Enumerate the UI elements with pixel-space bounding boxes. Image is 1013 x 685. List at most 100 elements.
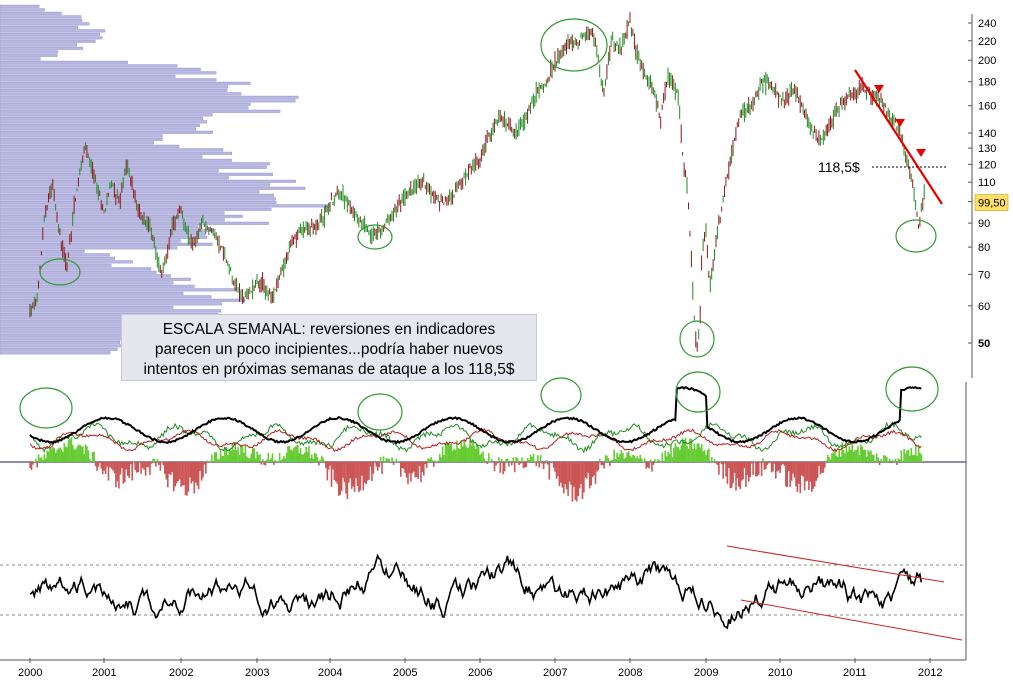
histogram-bar <box>660 462 662 463</box>
histogram-bar <box>808 462 810 490</box>
price-tick-label: 60 <box>978 301 990 313</box>
histogram-bar <box>140 462 142 474</box>
histogram-bar <box>585 462 587 478</box>
histogram-bar <box>164 462 166 474</box>
histogram-bar <box>767 462 769 465</box>
histogram-bar <box>854 450 856 462</box>
histogram-bar <box>324 462 326 463</box>
histogram-bar <box>192 462 194 481</box>
histogram-bar <box>494 462 496 471</box>
histogram-bar <box>752 462 754 475</box>
histogram-bar <box>804 462 806 490</box>
histogram-bar <box>774 462 776 464</box>
histogram-bar <box>810 462 812 482</box>
histogram-bar <box>363 462 365 490</box>
histogram-bar <box>305 447 307 462</box>
histogram-bar <box>860 445 862 463</box>
histogram-bar <box>92 452 94 462</box>
histogram-bar <box>798 462 800 484</box>
histogram-bar <box>275 460 277 462</box>
histogram-bar <box>701 444 703 462</box>
highlight-circle <box>541 378 581 412</box>
histogram-bar <box>393 462 395 465</box>
histogram-bar <box>234 445 236 462</box>
down-arrow-icon <box>916 149 926 157</box>
histogram-bar <box>98 462 100 467</box>
volume-profile-bar <box>0 82 250 85</box>
histogram-bar <box>588 462 590 473</box>
histogram-bar <box>762 458 764 462</box>
histogram-bar <box>553 462 555 468</box>
histogram-bar <box>81 446 83 462</box>
histogram-bar <box>205 462 207 474</box>
price-tick-label: 110 <box>978 177 996 189</box>
volume-profile-bar <box>0 159 232 162</box>
volume-profile-bar <box>0 124 200 127</box>
histogram-bar <box>678 447 680 462</box>
histogram-bar <box>439 454 441 462</box>
histogram-bar <box>735 462 737 491</box>
histogram-bar <box>817 462 819 478</box>
histogram-bar <box>329 462 331 466</box>
histogram-bar <box>784 462 786 466</box>
volume-profile-bar <box>0 194 274 197</box>
histogram-bar <box>373 462 375 474</box>
annotation-note: ESCALA SEMANAL: reversiones en indicador… <box>121 314 537 381</box>
volume-profile-bar <box>0 75 175 78</box>
histogram-bar <box>223 456 225 462</box>
histogram-bar <box>36 462 38 468</box>
histogram-bar <box>648 462 650 468</box>
histogram-bar <box>692 449 694 462</box>
x-tick-label: 2009 <box>694 667 718 679</box>
histogram-bar <box>833 452 835 462</box>
histogram-bar <box>188 462 190 492</box>
histogram-bar <box>127 462 129 476</box>
histogram-bar <box>317 457 319 462</box>
histogram-bar <box>139 461 141 462</box>
volume-profile-bar <box>0 205 330 208</box>
histogram-bar <box>423 462 425 476</box>
histogram-bar <box>679 450 681 462</box>
histogram-bar <box>827 455 829 462</box>
histogram-bar <box>337 462 339 484</box>
volume-profile-bar <box>0 47 83 50</box>
histogram-bar <box>364 462 366 483</box>
histogram-bar <box>705 455 707 462</box>
volume-profile-bar <box>0 170 219 173</box>
histogram-bar <box>331 462 333 487</box>
histogram-bar <box>242 446 244 462</box>
histogram-bar <box>407 462 409 484</box>
histogram-bar <box>702 451 704 462</box>
histogram-bar <box>478 447 480 462</box>
x-tick-label: 2000 <box>18 667 42 679</box>
volume-profile-bar <box>0 103 250 106</box>
histogram-bar <box>55 453 57 462</box>
volume-profile-bar <box>0 247 177 250</box>
histogram-bar <box>182 462 184 486</box>
volume-profile-bar <box>0 271 156 274</box>
histogram-bar <box>608 458 610 462</box>
histogram-bar <box>237 447 239 462</box>
price-tick-label: 90 <box>978 218 990 230</box>
x-tick-label: 2011 <box>843 667 867 679</box>
histogram-bar <box>502 462 504 474</box>
volume-profile-bar <box>0 61 128 64</box>
histogram-bar <box>304 453 306 462</box>
histogram-bar <box>202 462 204 478</box>
histogram-bar <box>758 462 760 475</box>
volume-profile-bar <box>0 163 270 166</box>
histogram-bar <box>754 462 756 463</box>
histogram-bar <box>547 462 549 465</box>
histogram-bar <box>282 459 284 462</box>
histogram-bar <box>626 452 628 462</box>
histogram-bar <box>514 462 516 472</box>
histogram-bar <box>52 447 54 462</box>
histogram-bar <box>314 453 316 462</box>
histogram-bar <box>227 455 229 462</box>
histogram-bar <box>320 460 322 462</box>
volume-profile-bar <box>0 208 271 211</box>
volume-profile-bar <box>0 226 198 229</box>
histogram-bar <box>698 443 700 462</box>
histogram-bar <box>675 443 677 462</box>
histogram-bar <box>109 462 111 467</box>
